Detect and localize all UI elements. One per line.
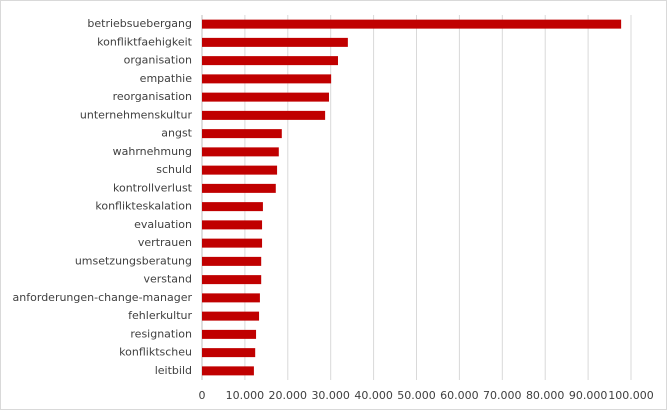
x-tick-label: 40.000 xyxy=(354,389,393,402)
bar xyxy=(202,348,256,358)
x-tick-label: 80.000 xyxy=(526,389,565,402)
y-tick-label: organisation xyxy=(124,54,192,67)
bar xyxy=(202,275,262,285)
y-tick-label: anforderungen-change-manager xyxy=(13,291,193,304)
x-tick-label: 90.000 xyxy=(569,389,608,402)
y-tick-label: konfliktscheu xyxy=(119,346,192,359)
y-tick-label: empathie xyxy=(140,72,193,85)
bar xyxy=(202,366,254,376)
y-tick-label: fehlerkultur xyxy=(128,309,192,322)
bar xyxy=(202,183,276,193)
y-tick-label: evaluation xyxy=(134,218,192,231)
bar xyxy=(202,92,329,102)
y-tick-label: resignation xyxy=(130,327,192,340)
bar xyxy=(202,238,263,248)
bar xyxy=(202,37,348,47)
y-tick-label: betriebsuebergang xyxy=(87,17,192,30)
y-tick-label: konfliktfaehigkeit xyxy=(97,35,193,48)
y-tick-label: konflikteskalation xyxy=(95,200,192,213)
bar xyxy=(202,56,338,66)
x-tick-label: 100.000 xyxy=(608,389,654,402)
x-tick-label: 60.000 xyxy=(440,389,479,402)
y-tick-label: reorganisation xyxy=(113,90,192,103)
y-tick-label: verstand xyxy=(143,273,192,286)
bar xyxy=(202,202,263,212)
y-tick-label: umsetzungsberatung xyxy=(75,254,192,267)
x-tick-label: 0 xyxy=(199,389,206,402)
y-tick-label: angst xyxy=(161,127,192,140)
bar xyxy=(202,256,262,266)
x-tick-label: 30.000 xyxy=(311,389,350,402)
y-tick-label: kontrollverlust xyxy=(113,181,193,194)
bar xyxy=(202,293,260,303)
bar xyxy=(202,329,257,339)
y-tick-label: vertrauen xyxy=(138,236,192,249)
x-tick-label: 50.000 xyxy=(397,389,436,402)
y-tick-label: unternehmenskultur xyxy=(80,108,193,121)
y-tick-label: leitbild xyxy=(155,364,192,377)
x-tick-label: 70.000 xyxy=(483,389,522,402)
x-tick-label: 10.000 xyxy=(226,389,265,402)
bar xyxy=(202,74,332,84)
bar xyxy=(202,220,263,230)
bar xyxy=(202,147,279,157)
y-tick-label: wahrnehmung xyxy=(113,145,192,158)
bar xyxy=(202,311,260,321)
y-tick-label: schuld xyxy=(156,163,192,176)
bar xyxy=(202,165,278,175)
x-tick-label: 20.000 xyxy=(269,389,308,402)
bar xyxy=(202,110,326,120)
bar xyxy=(202,19,622,29)
bar xyxy=(202,129,282,139)
